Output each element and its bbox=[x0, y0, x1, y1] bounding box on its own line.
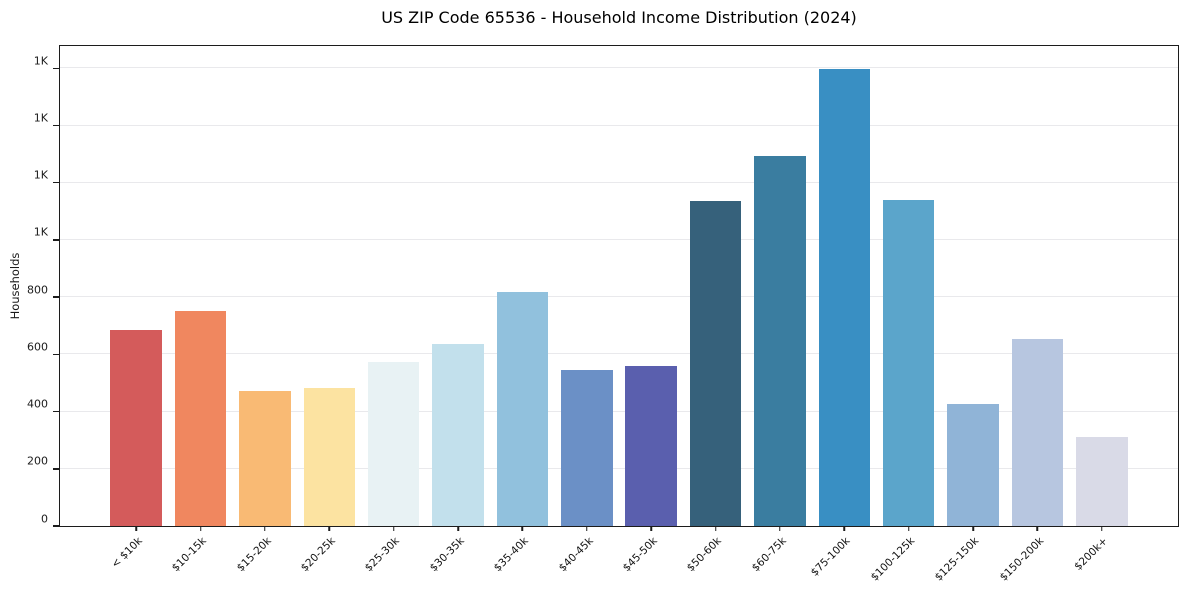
x-tick-label: $15-20k bbox=[234, 535, 274, 575]
x-tick-mark bbox=[1036, 526, 1039, 531]
bar bbox=[1011, 339, 1064, 526]
gridline bbox=[60, 296, 1178, 298]
x-tick-label: $20-25k bbox=[298, 535, 338, 575]
x-tick-label: $30-35k bbox=[427, 535, 467, 575]
bar bbox=[1076, 437, 1128, 526]
bar bbox=[432, 344, 484, 526]
x-tick-mark bbox=[1101, 526, 1103, 531]
x-tick-label: $35-40k bbox=[491, 535, 531, 575]
y-tick-label: 600 bbox=[27, 340, 48, 354]
x-tick-label: $45-50k bbox=[620, 535, 660, 575]
x-tick-mark bbox=[392, 526, 395, 531]
x-tick-mark bbox=[972, 526, 974, 531]
y-axis-label: Households bbox=[8, 252, 22, 320]
bar bbox=[496, 292, 549, 526]
y-tick-mark bbox=[53, 410, 60, 413]
bar-band: $150-200k bbox=[997, 46, 1069, 584]
y-tick-mark bbox=[53, 525, 60, 527]
bar-band: $75-100k bbox=[809, 46, 876, 579]
bar-band: $200k+ bbox=[1070, 46, 1134, 573]
plot-area: 0 200 400 600 800 1K 1K 1K 1K < $10k $10-15k $15-2… bbox=[27, 45, 1179, 584]
x-tick-label: $40-45k bbox=[556, 535, 596, 575]
x-tick-mark bbox=[843, 526, 846, 531]
gridline bbox=[60, 124, 1178, 126]
x-tick-mark bbox=[135, 526, 137, 531]
y-tick-mark bbox=[53, 296, 60, 298]
y-tick-mark bbox=[53, 67, 60, 70]
x-tick-mark bbox=[457, 526, 459, 531]
x-tick-label: $150-200k bbox=[997, 535, 1046, 584]
bar bbox=[818, 69, 871, 526]
bar bbox=[303, 387, 356, 526]
y-tick-mark bbox=[53, 353, 60, 356]
y-tick-mark bbox=[53, 239, 60, 241]
bar-band: $100-125k bbox=[869, 46, 941, 584]
y-tick-label: 800 bbox=[27, 283, 48, 297]
bar bbox=[239, 390, 291, 526]
bar bbox=[367, 361, 420, 526]
y-tick-mark bbox=[53, 181, 60, 184]
x-tick-label: $60-75k bbox=[749, 535, 789, 575]
x-tick-mark bbox=[779, 526, 781, 531]
gridline bbox=[60, 67, 1178, 69]
x-tick-label: $50-60k bbox=[684, 535, 725, 575]
bar-band: $45-50k bbox=[619, 46, 683, 574]
x-tick-label: < $10k bbox=[109, 535, 145, 571]
x-tick-label: $200k+ bbox=[1072, 535, 1111, 573]
bar-band: $20-25k bbox=[297, 46, 361, 574]
bar-band: $35-40k bbox=[490, 46, 554, 574]
bar bbox=[947, 403, 999, 526]
x-tick-label: $10-15k bbox=[169, 535, 210, 575]
bar-band: $50-60k bbox=[683, 46, 747, 574]
y-tick-label: 1K bbox=[33, 225, 48, 239]
x-tick-mark bbox=[907, 526, 910, 531]
bar bbox=[625, 365, 677, 526]
y-tick-mark bbox=[53, 468, 60, 470]
y-tick-label: 1K bbox=[33, 168, 48, 182]
chart-title: US ZIP Code 65536 - Household Income Dis… bbox=[381, 8, 857, 27]
y-tick-label: 200 bbox=[27, 454, 48, 468]
bar bbox=[754, 155, 806, 526]
bars-container: < $10k $10-15k $15-20k $20-25k $25-30k $30-35… bbox=[60, 46, 1178, 584]
bar-band: $60-75k bbox=[748, 46, 812, 574]
gridline bbox=[60, 353, 1178, 355]
bar-band: $25-30k bbox=[362, 46, 426, 574]
gridline bbox=[60, 410, 1178, 412]
bar-band: $10-15k bbox=[168, 46, 232, 574]
y-tick-label: 400 bbox=[27, 397, 48, 411]
x-tick-mark bbox=[328, 526, 331, 531]
x-tick-mark bbox=[199, 526, 202, 531]
x-tick-mark bbox=[521, 526, 524, 531]
bar-band: $40-45k bbox=[555, 46, 619, 574]
bar-band: < $10k bbox=[104, 46, 168, 571]
bar bbox=[882, 200, 935, 526]
bar-band: $15-20k bbox=[233, 46, 297, 574]
gridline bbox=[60, 238, 1178, 240]
x-tick-label: $25-30k bbox=[363, 535, 403, 575]
x-tick-mark bbox=[714, 526, 717, 531]
gridline bbox=[60, 181, 1178, 183]
x-tick-label: $75-100k bbox=[808, 535, 853, 579]
x-tick-label: $125-150k bbox=[933, 535, 982, 584]
bar bbox=[689, 201, 742, 526]
x-tick-mark bbox=[264, 526, 266, 531]
y-tick-label: 0 bbox=[41, 512, 48, 525]
y-tick-label: 1K bbox=[33, 54, 48, 68]
gridline bbox=[60, 467, 1178, 469]
bar bbox=[174, 310, 227, 526]
y-tick-label: 1K bbox=[33, 111, 48, 125]
bar-band: $125-150k bbox=[933, 46, 1005, 584]
x-tick-mark bbox=[586, 526, 588, 531]
y-tick-mark bbox=[53, 124, 60, 127]
x-tick-mark bbox=[650, 526, 652, 531]
x-tick-label: $100-125k bbox=[868, 535, 918, 584]
bar-band: $30-35k bbox=[426, 46, 490, 574]
bar bbox=[110, 330, 162, 526]
bar bbox=[561, 369, 613, 526]
